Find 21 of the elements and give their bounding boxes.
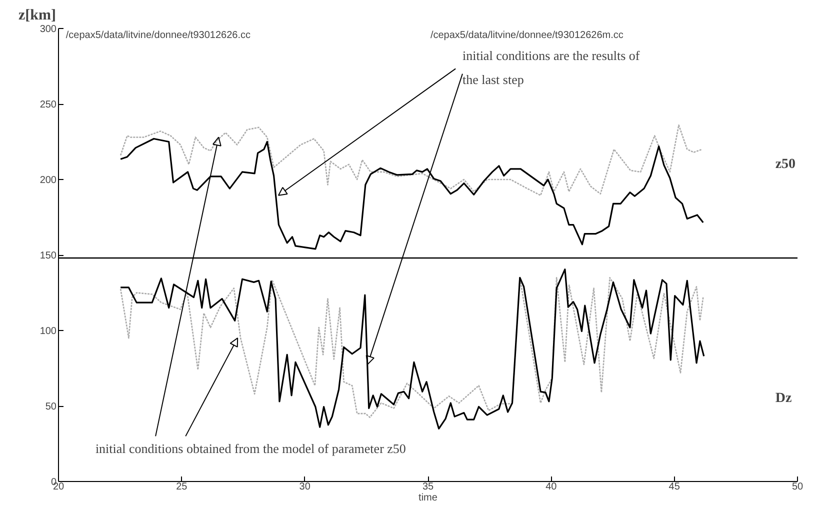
x-tick-label: 50 <box>792 482 804 492</box>
chart-title: z[km] <box>18 8 56 24</box>
x-tick-label: 45 <box>668 482 680 492</box>
annotation: initial conditions are the results of the last step <box>462 48 640 88</box>
x-tick-label: 40 <box>546 482 558 492</box>
y-tick-label: 250 <box>40 100 57 110</box>
annotation: Dz <box>775 390 792 406</box>
y-tick-label: 100 <box>40 326 57 337</box>
annotation: /cepax5/data/litvine/donnee/t93012626m.cc <box>430 30 624 42</box>
line-series <box>120 124 703 196</box>
x-axis-title: time <box>418 492 438 504</box>
y-tick-label: 300 <box>40 24 57 35</box>
annotation: z50 <box>775 156 796 172</box>
x-tick-label: 30 <box>299 482 311 492</box>
y-tick-label: 150 <box>40 250 57 262</box>
annotation: initial conditions obtained from the model of parameter z50 <box>95 441 406 456</box>
x-tick-label: 35 <box>422 482 434 492</box>
y-tick-label: 200 <box>40 175 57 186</box>
x-tick-label: 25 <box>176 482 188 492</box>
y-tick-label: 50 <box>45 402 57 412</box>
annotation: /cepax5/data/litvine/donnee/t93012626.cc <box>66 30 250 42</box>
